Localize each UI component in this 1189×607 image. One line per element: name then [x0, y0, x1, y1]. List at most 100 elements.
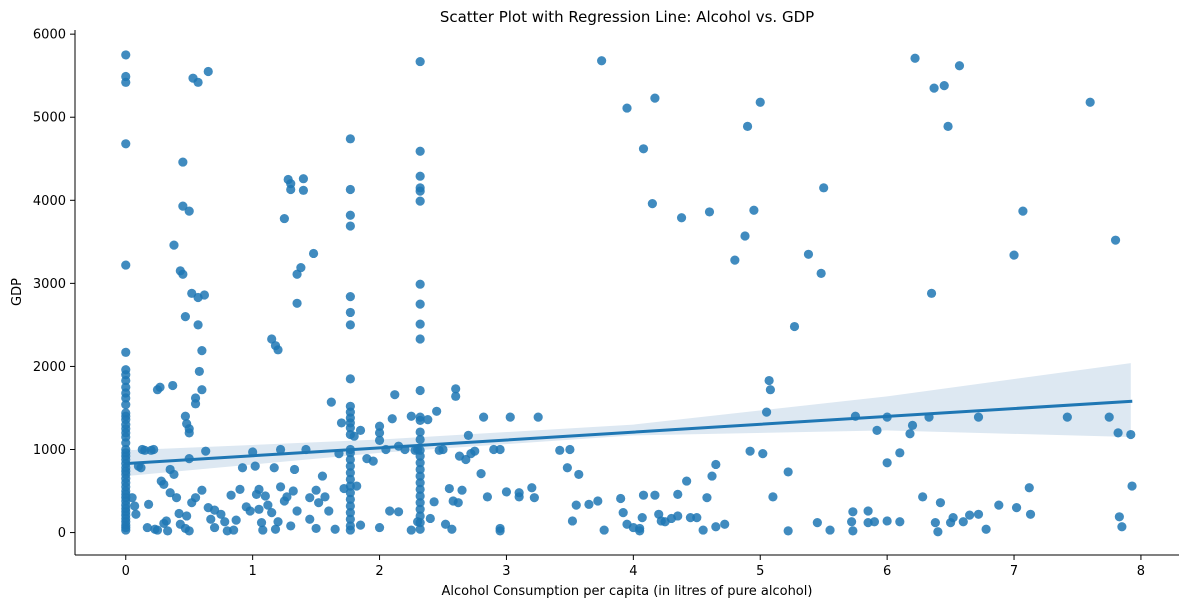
data-point [650, 490, 660, 500]
data-point [755, 97, 765, 107]
data-point [220, 517, 230, 527]
data-point [314, 498, 324, 508]
data-point [275, 444, 286, 455]
data-point [562, 463, 572, 473]
data-point [345, 494, 355, 504]
data-point [819, 183, 829, 193]
data-point [926, 288, 937, 298]
data-point [163, 526, 173, 536]
x-tick-label: 0 [122, 564, 130, 579]
regression-line [124, 399, 1133, 466]
data-point [197, 485, 207, 495]
data-point [501, 487, 512, 497]
data-point [245, 506, 255, 516]
data-point [495, 526, 505, 536]
data-point [783, 526, 793, 536]
data-point [193, 77, 203, 87]
data-point [635, 526, 645, 536]
data-point [574, 469, 584, 480]
x-tick-label: 2 [375, 564, 383, 579]
data-point [872, 425, 882, 435]
data-point [161, 516, 171, 526]
data-point [415, 518, 425, 528]
data-point [943, 121, 953, 131]
data-point [415, 491, 425, 501]
regression-line-layer [124, 399, 1133, 466]
data-point [184, 206, 194, 216]
data-point [740, 231, 750, 241]
data-point [973, 412, 984, 422]
data-point [555, 445, 565, 455]
data-point [848, 507, 858, 517]
data-point [425, 513, 435, 524]
data-point [390, 390, 400, 400]
scatter-points-layer [121, 50, 1137, 537]
data-point [438, 444, 448, 455]
data-point [190, 399, 201, 409]
data-point [692, 513, 702, 523]
data-point [707, 471, 717, 481]
data-point [673, 511, 683, 521]
axes-layer: 0 1 2 3 4 5 6 7 8 0 1000 2000 3000 4000 5000 6000 [33, 28, 1179, 579]
data-point [730, 255, 740, 265]
data-point [415, 319, 425, 329]
data-point [415, 279, 425, 289]
data-point [197, 346, 207, 356]
data-point [345, 508, 355, 518]
data-point [345, 461, 355, 471]
data-point [320, 492, 330, 502]
data-point [599, 525, 609, 535]
data-point [415, 299, 425, 309]
data-point [374, 522, 385, 533]
data-point [311, 485, 321, 495]
data-point [423, 414, 433, 425]
data-point [1113, 428, 1123, 438]
data-point [155, 382, 165, 392]
data-point [254, 504, 264, 514]
data-point [616, 493, 626, 504]
data-point [1110, 235, 1121, 245]
y-tick-label: 5000 [33, 111, 66, 126]
data-point [288, 486, 298, 496]
data-point [765, 385, 775, 395]
data-point [415, 385, 425, 396]
data-point [429, 497, 439, 507]
data-point [286, 184, 296, 195]
data-point [275, 482, 286, 492]
data-point [279, 213, 289, 224]
data-point [638, 490, 649, 500]
data-point [514, 492, 524, 502]
data-point [565, 444, 575, 455]
data-point [345, 488, 355, 498]
data-point [673, 489, 683, 499]
data-point [345, 210, 355, 220]
data-point [121, 438, 131, 448]
data-point [387, 414, 397, 424]
data-point [308, 248, 319, 259]
data-point [193, 320, 203, 330]
data-point [749, 205, 759, 215]
data-point [199, 290, 210, 300]
data-point [345, 292, 355, 302]
data-point [345, 320, 355, 330]
data-point [152, 525, 163, 535]
data-point [704, 207, 715, 217]
data-point [352, 481, 362, 491]
data-point [1062, 412, 1072, 422]
data-point [981, 524, 991, 534]
data-point [758, 449, 768, 459]
data-point [682, 476, 692, 486]
data-point [825, 525, 835, 535]
data-point [812, 518, 822, 528]
data-point [415, 478, 425, 488]
data-point [415, 484, 425, 494]
data-point [345, 474, 355, 485]
data-point [415, 464, 425, 475]
data-point [406, 411, 416, 421]
data-point [258, 525, 268, 535]
data-point [863, 506, 873, 516]
data-point [415, 471, 425, 481]
y-axis-title: GDP [10, 278, 25, 306]
data-point [121, 393, 131, 403]
